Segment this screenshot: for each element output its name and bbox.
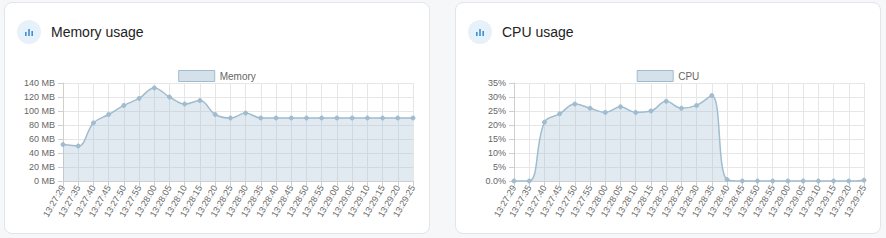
- svg-text:60 MB: 60 MB: [29, 134, 55, 144]
- svg-text:13:28:40: 13:28:40: [254, 183, 281, 219]
- svg-text:13:28:55: 13:28:55: [299, 183, 326, 219]
- svg-text:13:27:35: 13:27:35: [56, 183, 83, 219]
- svg-text:13:27:29: 13:27:29: [492, 183, 519, 219]
- svg-text:15%: 15%: [488, 134, 506, 144]
- svg-text:13:28:20: 13:28:20: [644, 183, 671, 219]
- svg-text:CPU: CPU: [678, 71, 699, 82]
- svg-text:13:27:50: 13:27:50: [553, 183, 580, 219]
- svg-text:13:28:10: 13:28:10: [613, 183, 641, 219]
- svg-text:40 MB: 40 MB: [29, 148, 55, 158]
- svg-text:30%: 30%: [488, 92, 506, 102]
- svg-text:20%: 20%: [488, 120, 506, 130]
- svg-text:13:27:45: 13:27:45: [86, 183, 113, 219]
- svg-text:13:28:45: 13:28:45: [720, 183, 747, 219]
- svg-text:13:28:55: 13:28:55: [750, 183, 777, 219]
- svg-text:13:27:29: 13:27:29: [41, 183, 68, 219]
- svg-text:13:28:15: 13:28:15: [178, 183, 205, 219]
- svg-text:13:29:25: 13:29:25: [842, 183, 868, 218]
- svg-text:100 MB: 100 MB: [24, 106, 55, 116]
- svg-text:5%: 5%: [493, 162, 506, 172]
- svg-text:13:27:45: 13:27:45: [537, 183, 564, 219]
- svg-text:140 MB: 140 MB: [24, 78, 55, 88]
- svg-text:13:28:05: 13:28:05: [147, 183, 174, 219]
- svg-text:20 MB: 20 MB: [29, 162, 55, 172]
- svg-text:Memory: Memory: [220, 71, 256, 82]
- svg-text:13:28:30: 13:28:30: [674, 183, 701, 219]
- svg-text:13:28:45: 13:28:45: [269, 183, 296, 219]
- svg-text:80 MB: 80 MB: [29, 120, 55, 130]
- svg-text:13:28:40: 13:28:40: [705, 183, 732, 219]
- svg-text:13:29:25: 13:29:25: [391, 183, 417, 218]
- svg-text:13:28:50: 13:28:50: [284, 183, 311, 219]
- svg-text:13:27:40: 13:27:40: [522, 183, 549, 219]
- svg-text:13:29:05: 13:29:05: [330, 183, 357, 219]
- svg-text:13:28:25: 13:28:25: [208, 183, 235, 219]
- svg-text:13:28:00: 13:28:00: [583, 183, 610, 219]
- svg-text:13:29:15: 13:29:15: [811, 183, 838, 219]
- svg-text:13:28:05: 13:28:05: [598, 183, 625, 219]
- svg-text:13:28:20: 13:28:20: [193, 183, 220, 219]
- svg-text:13:28:15: 13:28:15: [629, 183, 656, 219]
- svg-text:13:28:25: 13:28:25: [659, 183, 686, 219]
- svg-text:13:28:50: 13:28:50: [735, 183, 762, 219]
- svg-text:13:29:15: 13:29:15: [360, 183, 387, 219]
- svg-text:13:28:35: 13:28:35: [690, 183, 717, 219]
- svg-text:25%: 25%: [488, 106, 506, 116]
- svg-text:13:28:10: 13:28:10: [162, 183, 190, 219]
- svg-text:0.0%: 0.0%: [485, 176, 506, 186]
- svg-text:13:27:55: 13:27:55: [568, 183, 595, 219]
- svg-text:13:28:00: 13:28:00: [132, 183, 159, 219]
- svg-text:13:28:30: 13:28:30: [223, 183, 250, 219]
- svg-text:0 MB: 0 MB: [34, 176, 55, 186]
- svg-text:120 MB: 120 MB: [24, 92, 55, 102]
- svg-text:13:27:40: 13:27:40: [71, 183, 98, 219]
- svg-text:13:29:00: 13:29:00: [315, 183, 342, 219]
- svg-text:13:29:10: 13:29:10: [345, 183, 372, 219]
- svg-text:13:29:20: 13:29:20: [376, 183, 403, 219]
- svg-text:13:29:10: 13:29:10: [796, 183, 823, 219]
- svg-text:13:27:50: 13:27:50: [102, 183, 129, 219]
- svg-text:13:28:35: 13:28:35: [239, 183, 266, 219]
- svg-text:13:29:05: 13:29:05: [781, 183, 808, 219]
- svg-text:35%: 35%: [488, 78, 506, 88]
- svg-text:13:29:00: 13:29:00: [766, 183, 793, 219]
- svg-text:13:29:20: 13:29:20: [827, 183, 854, 219]
- svg-text:10%: 10%: [488, 148, 506, 158]
- svg-text:13:27:35: 13:27:35: [507, 183, 534, 219]
- html-text:CPU usage: CPU usage: [502, 24, 574, 40]
- svg-text:13:27:55: 13:27:55: [117, 183, 144, 219]
- html-text:Memory usage: Memory usage: [51, 24, 144, 40]
